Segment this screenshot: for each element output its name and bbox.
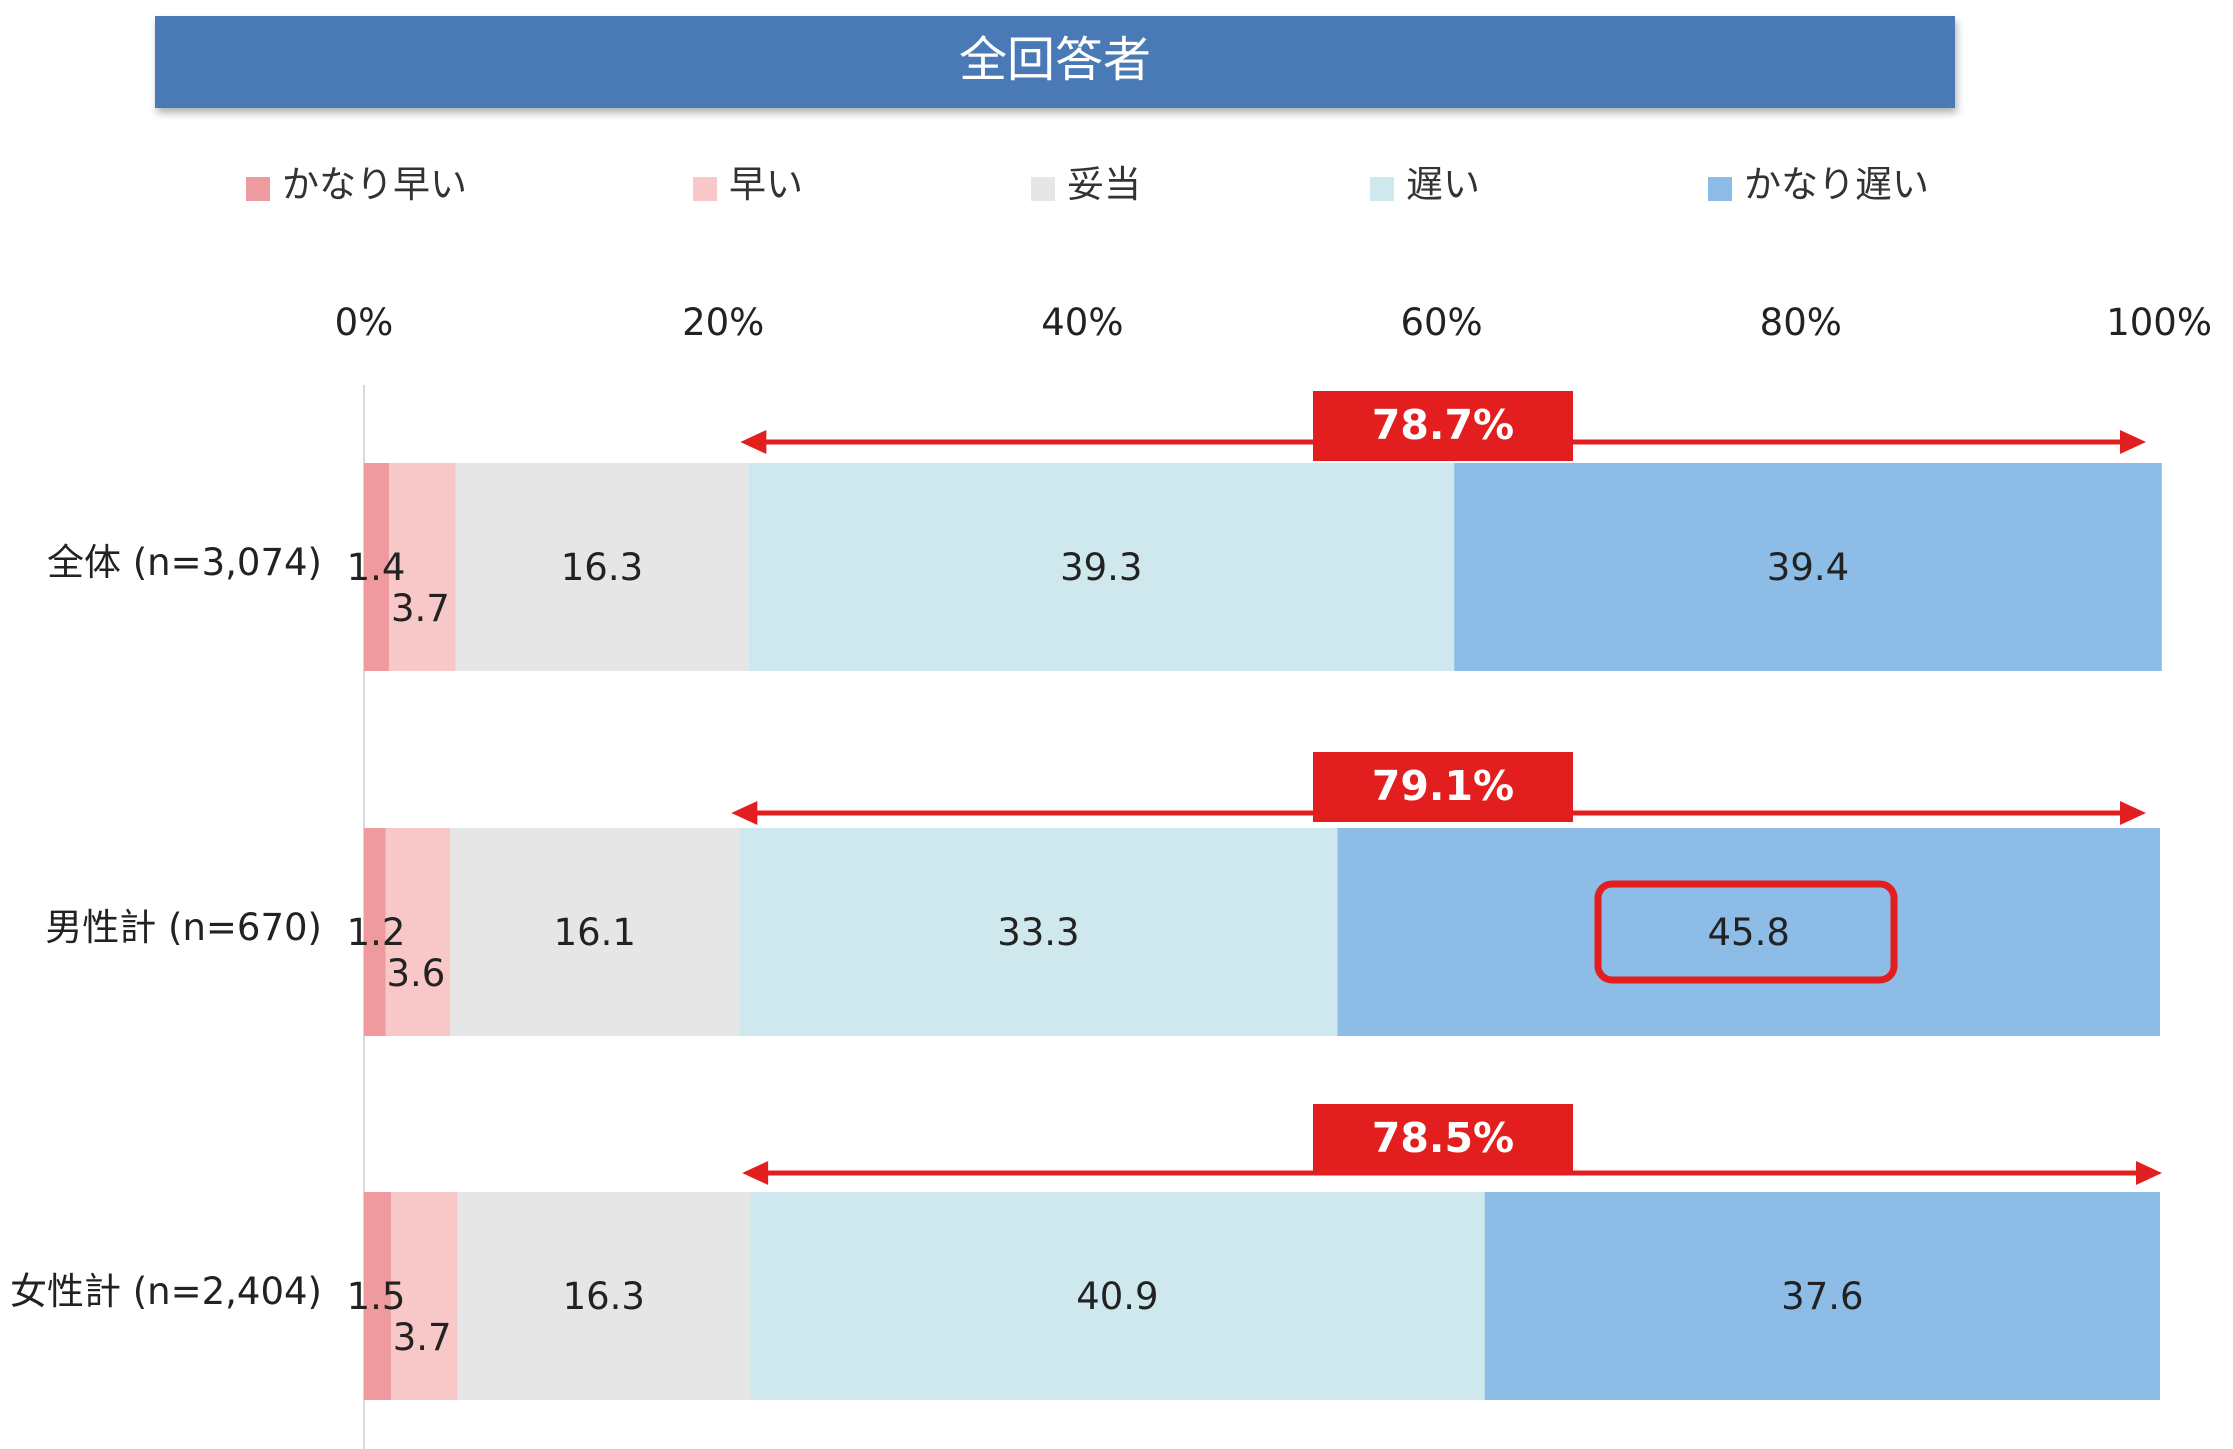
category-label: 女性計 (n=2,404) [10,1270,322,1313]
data-label: 1.4 [347,546,406,589]
bar-segment [1484,1192,2160,1400]
bar-segment [750,1192,1485,1400]
bar-row: 1.43.7 16.3 39.3 39.4 [347,463,2162,671]
data-label: 1.5 [347,1275,406,1318]
bar-segment [364,463,390,671]
legend-item: 早い [693,163,803,206]
category-labels: 全体 (n=3,074) 男性計 (n=670) 女性計 (n=2,404) [10,541,322,1313]
legend-label: 遅い [1406,163,1480,206]
bar-segment [748,463,1455,671]
data-label: 39.4 [1767,546,1849,589]
bar-segment [364,1192,391,1400]
data-label: 16.1 [554,911,636,954]
arrow-head-right [2120,801,2146,825]
data-label: 40.9 [1076,1275,1158,1318]
arrow-head-left [740,430,767,454]
bar-segment [1454,463,2162,671]
bar-segment [457,1192,751,1400]
data-label: 16.3 [561,546,643,589]
legend-item: 遅い [1370,163,1480,206]
bar-segment [364,828,386,1036]
category-label: 全体 (n=3,074) [47,541,322,584]
chart-title: 全回答者 [959,32,1151,88]
legend-swatch [246,177,270,201]
arrow-head-left [742,1161,769,1185]
chart-title-banner: 全回答者 [155,16,1955,108]
title-bar [155,16,1955,108]
annotations: 78.7% 79.1% 78.5% [731,391,2162,1185]
x-tick-label: 20% [682,301,764,344]
legend-label: かなり早い [282,163,467,206]
data-label: 3.7 [393,1316,452,1359]
legend-item: かなり早い [246,163,467,206]
bars: 1.43.716.3 39.3 39.41.23.616.1 33.3 45.81.53… [347,463,2162,1400]
x-axis-ticks: 0% 20% 40% 60% 80% 100% [335,301,2212,344]
highlight-box [1594,880,1898,984]
bar-segment [455,463,749,671]
legend-swatch [1370,177,1394,201]
legend-label: 早い [729,163,803,206]
data-label: 33.3 [997,911,1079,954]
legend-swatch [1031,177,1055,201]
annotation-box [1313,391,1573,461]
bar-segment [739,828,1338,1036]
data-label: 1.2 [347,911,406,954]
x-tick-label: 40% [1041,301,1123,344]
x-tick-label: 80% [1760,301,1842,344]
legend-label: かなり遅い [1744,163,1929,206]
bar-segment [1337,828,2160,1036]
x-tick-label: 0% [335,301,394,344]
arrow-head-right [2120,430,2146,454]
data-label: 39.3 [1060,546,1142,589]
arrow-head-right [2136,1161,2162,1185]
annotation-label: 78.7% [1372,401,1514,449]
data-label: 3.6 [386,952,445,995]
annotation-arrow: 79.1% [731,752,2146,825]
data-label: 37.6 [1781,1275,1863,1318]
x-tick-label: 60% [1400,301,1482,344]
bar-segment [450,828,740,1036]
arrow-head-left [731,801,758,825]
data-label: 45.8 [1708,911,1790,954]
bar-segment [390,1192,458,1400]
legend: かなり早い 早い 妥当 遅い かなり遅い [246,163,1929,206]
annotation-arrow: 78.7% [740,391,2146,461]
annotation-box [1313,1104,1573,1174]
annotation-arrow: 78.5% [742,1104,2162,1185]
bar-segment [389,463,456,671]
bar-row: 1.23.6 16.1 33.3 45.8 [347,828,2160,1036]
data-label: 16.3 [563,1275,645,1318]
annotation-box [1313,752,1573,822]
annotation-label: 78.5% [1372,1114,1514,1162]
category-label: 男性計 (n=670) [45,906,322,949]
data-label: 3.7 [391,587,450,630]
x-tick-label: 100% [2106,301,2212,344]
bar-segment [385,828,451,1036]
annotation-label: 79.1% [1372,762,1514,810]
legend-item: かなり遅い [1708,163,1929,206]
legend-swatch [1708,177,1732,201]
legend-item: 妥当 [1031,163,1141,206]
bar-row: 1.53.7 16.3 40.9 37.6 [347,1192,2160,1400]
legend-swatch [693,177,717,201]
legend-label: 妥当 [1067,163,1141,206]
